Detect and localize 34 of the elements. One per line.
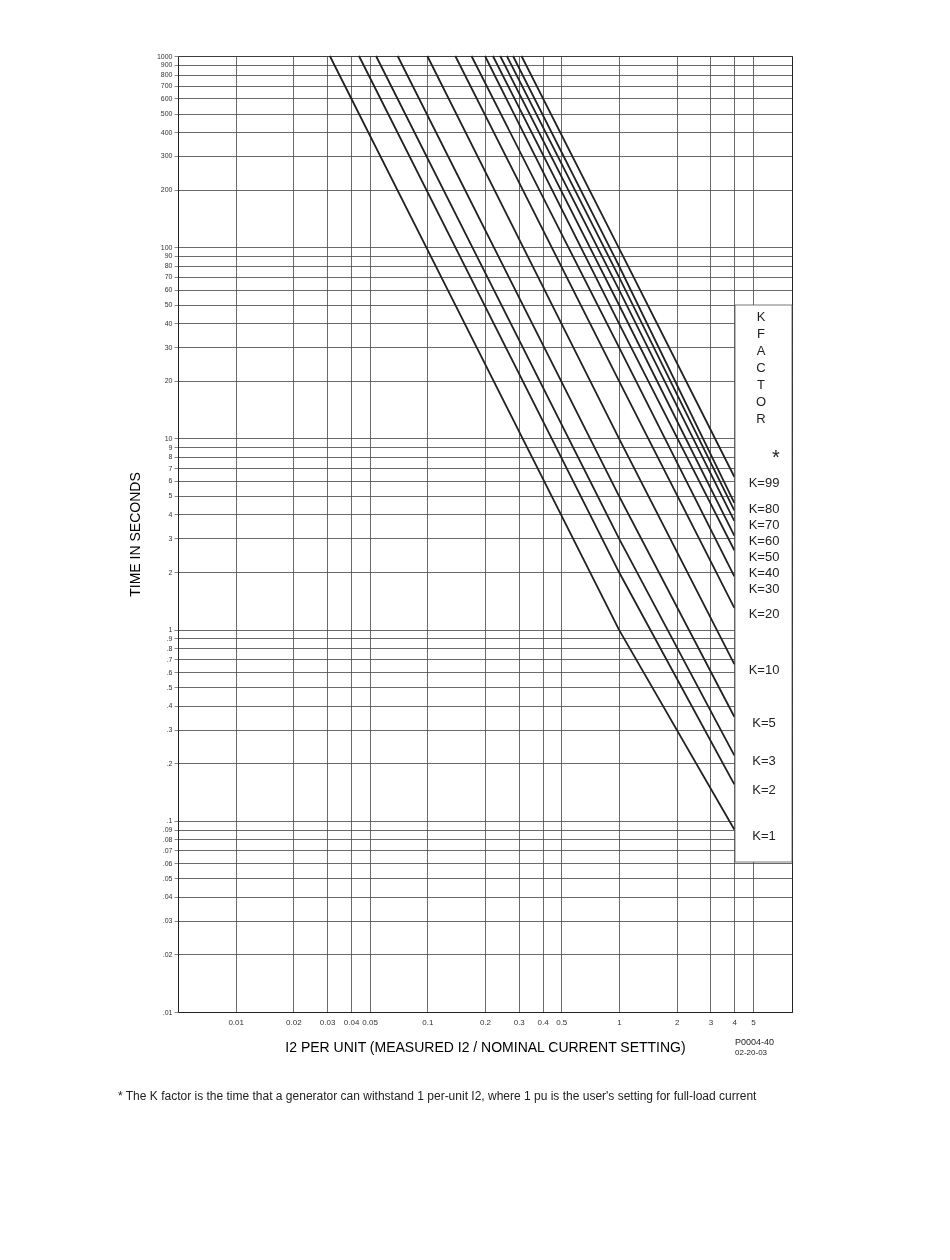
series-label: K=30 [748, 580, 780, 596]
series-label: K=2 [752, 782, 776, 798]
series-label: K=50 [748, 548, 780, 564]
text: * The K factor is the time that a generator can withstand 1 per-unit I2, where 1 pu is the user's setting for full-load current [118, 1089, 758, 1103]
x-tick-label: 0.03 [319, 1017, 336, 1027]
series-label: K=99 [748, 474, 780, 490]
series-label: K=70 [748, 516, 780, 532]
series-label: K=3 [752, 753, 776, 769]
x-tick-label: 0.2 [479, 1017, 492, 1027]
x-tick-label: 0.04 [343, 1017, 360, 1027]
x-tick-label: 0.4 [537, 1017, 550, 1027]
x-axis-title: I2 PER UNIT (MEASURED I2 / NOMINAL CURRENT SETTING) [285, 1038, 686, 1055]
text: P0004-40 [735, 1037, 775, 1047]
series-label: K=1 [752, 827, 776, 843]
text: 02-20-03 [735, 1048, 768, 1057]
x-tick-label: 5 [751, 1017, 757, 1027]
y-axis-title: TIME IN SECONDS [126, 472, 143, 597]
series-label: K=10 [748, 662, 780, 678]
x-tick-label: 1 [617, 1017, 623, 1027]
x-tick-label: 3 [708, 1017, 714, 1027]
x-tick-label: 0.05 [362, 1017, 379, 1027]
x-tick-label: 0.01 [228, 1017, 245, 1027]
x-tick-label: 0.5 [556, 1017, 568, 1027]
x-tick-label: 2 [674, 1017, 680, 1027]
series-label: K=80 [748, 500, 780, 516]
x-tick-label: 0.1 [422, 1017, 434, 1027]
x-tick-label: 0.3 [513, 1017, 526, 1027]
series-label: K=20 [748, 605, 780, 621]
series-label: K=5 [752, 714, 776, 730]
text: K FACTOR * [755, 309, 780, 468]
x-tick-label: 4 [732, 1017, 738, 1027]
series-label: K=60 [748, 532, 780, 548]
x-tick-label: 0.02 [286, 1017, 303, 1027]
series-label: K=40 [748, 564, 780, 580]
